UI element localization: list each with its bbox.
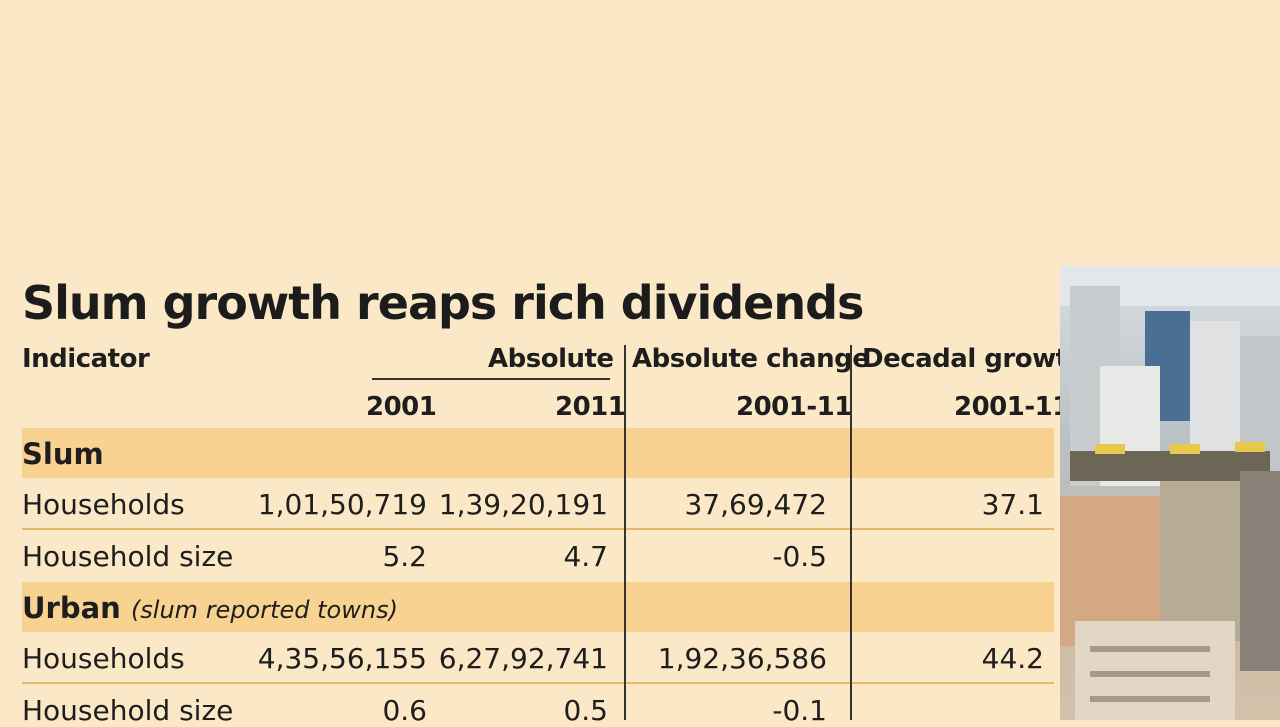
header-absolute: Absolute bbox=[488, 344, 614, 374]
cell-change: -0.5 bbox=[772, 540, 827, 573]
header-growth-period: 2001-11 bbox=[954, 392, 1070, 422]
header-2011: 2011 bbox=[555, 392, 626, 422]
section-band-slum bbox=[22, 428, 1054, 478]
row-label: Household size bbox=[22, 694, 234, 727]
row-label: Households bbox=[22, 488, 185, 521]
cell-2001: 0.6 bbox=[382, 694, 427, 727]
header-absolute-change: Absolute change bbox=[632, 344, 870, 374]
cell-growth: 37.1 bbox=[981, 488, 1044, 521]
section-band-urban bbox=[22, 582, 1054, 632]
header-2001: 2001 bbox=[366, 392, 437, 422]
header-indicator: Indicator bbox=[22, 344, 150, 374]
cell-2011: 6,27,92,741 bbox=[438, 642, 608, 675]
header-change-period: 2001-11 bbox=[736, 392, 852, 422]
chart-title: Slum growth reaps rich dividends bbox=[22, 276, 864, 330]
row-label: Household size bbox=[22, 540, 234, 573]
cell-2001: 1,01,50,719 bbox=[257, 488, 427, 521]
section-label-urban: Urban (slum reported towns) bbox=[22, 591, 398, 625]
absolute-underline bbox=[372, 378, 610, 380]
cell-2001: 5.2 bbox=[382, 540, 427, 573]
cell-change: -0.1 bbox=[772, 694, 827, 727]
cell-2011: 4.7 bbox=[563, 540, 608, 573]
row-rule bbox=[22, 682, 1054, 684]
city-skyline-photo bbox=[1060, 266, 1280, 720]
column-divider bbox=[850, 345, 852, 720]
section-label-slum: Slum bbox=[22, 437, 104, 471]
row-label: Households bbox=[22, 642, 185, 675]
row-rule bbox=[22, 528, 1054, 530]
cell-2011: 0.5 bbox=[563, 694, 608, 727]
header-decadal-growth: Decadal growth bbox=[862, 344, 1086, 374]
cell-change: 1,92,36,586 bbox=[657, 642, 827, 675]
column-divider bbox=[624, 345, 626, 720]
cell-growth: 44.2 bbox=[981, 642, 1044, 675]
cell-2001: 4,35,56,155 bbox=[257, 642, 427, 675]
section-note-urban: (slum reported towns) bbox=[130, 596, 398, 624]
section-label-urban-text: Urban bbox=[22, 591, 121, 625]
cell-change: 37,69,472 bbox=[684, 488, 827, 521]
cell-2011: 1,39,20,191 bbox=[438, 488, 608, 521]
